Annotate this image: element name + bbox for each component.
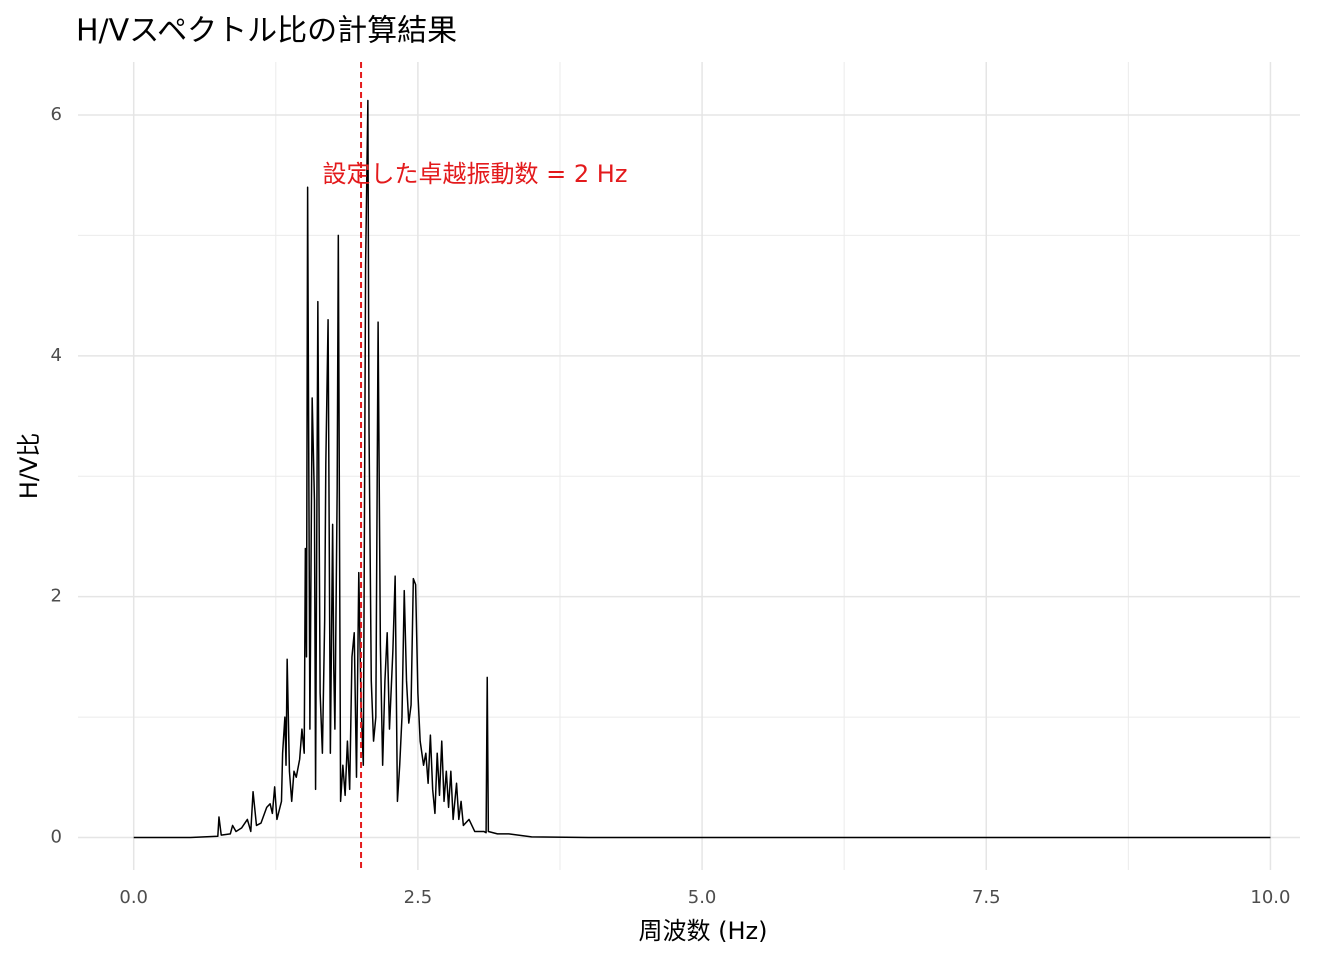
x-tick-label: 10.0 — [1250, 887, 1290, 908]
y-tick-label: 0 — [51, 826, 62, 847]
x-tick-label: 5.0 — [688, 887, 717, 908]
data-line — [133, 99, 1271, 839]
x-tick-label: 0.0 — [119, 887, 148, 908]
x-tick-label: 2.5 — [404, 887, 433, 908]
x-tick-label: 7.5 — [972, 887, 1001, 908]
y-tick-label: 6 — [51, 104, 62, 125]
y-axis-title: H/V比 — [15, 433, 43, 500]
annotation: 設定した卓越振動数 = 2 Hz — [323, 160, 628, 188]
y-tick-label: 4 — [51, 345, 62, 366]
x-axis-title: 周波数 (Hz) — [639, 917, 768, 945]
chart-title: H/Vスペクトル比の計算結果 — [76, 14, 457, 49]
y-tick-label: 2 — [51, 586, 62, 607]
